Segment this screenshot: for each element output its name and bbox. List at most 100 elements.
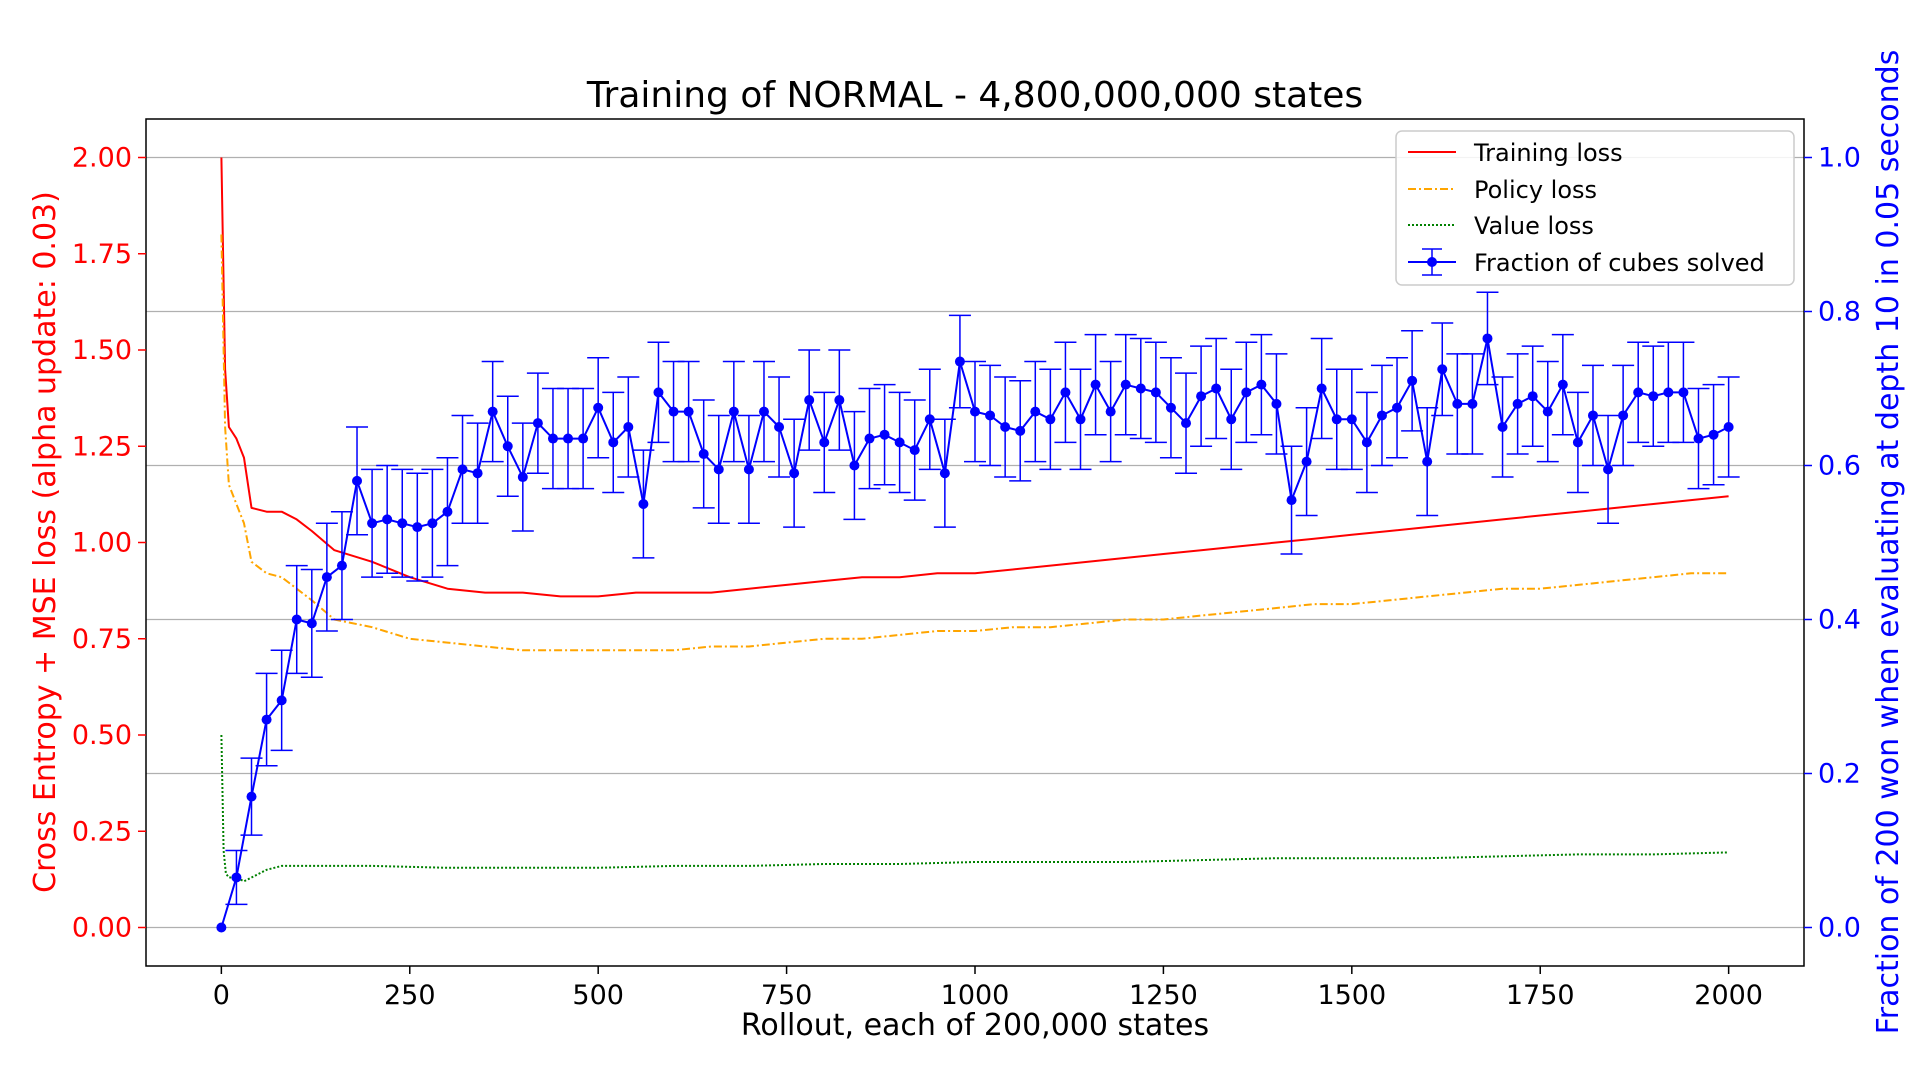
fraction-solved-point [849, 460, 860, 471]
fraction-solved-point [1150, 387, 1161, 398]
y-left-tick-label: 0.25 [72, 816, 132, 847]
y-left-tick-label: 0.50 [72, 720, 132, 751]
y-left-tick-label: 0.75 [72, 624, 132, 655]
legend-label-training: Training loss [1473, 139, 1623, 167]
y-right-tick-label: 0.6 [1818, 451, 1861, 482]
fraction-solved-point [1060, 387, 1071, 398]
fraction-solved-point [306, 618, 317, 629]
fraction-solved-point [1241, 387, 1252, 398]
y-right-tick-label: 0.0 [1818, 913, 1861, 944]
fraction-solved-point [1633, 387, 1644, 398]
fraction-solved-point [427, 518, 438, 529]
x-tick-label: 2000 [1694, 980, 1763, 1011]
fraction-solved-point [698, 448, 709, 459]
y-left-axis-label: Cross Entropy + MSE loss (alpha update: … [28, 191, 63, 893]
fraction-solved-point [1557, 379, 1568, 390]
fraction-solved-point [382, 514, 393, 525]
fraction-solved-point [1316, 383, 1327, 394]
fraction-solved-point [1196, 391, 1207, 402]
plot-series [216, 157, 1740, 933]
fraction-solved-point [1346, 414, 1357, 425]
fraction-solved-point [985, 410, 996, 421]
fraction-solved-point [1075, 414, 1086, 425]
fraction-solved-point [1030, 406, 1041, 417]
fraction-solved-point [1392, 402, 1403, 413]
fraction-solved-point [1542, 406, 1553, 417]
fraction-solved-point [1376, 410, 1387, 421]
fraction-solved-point [367, 518, 378, 529]
fraction-solved-point [291, 614, 302, 625]
fraction-solved-point [954, 356, 965, 367]
fraction-solved-point [728, 406, 739, 417]
fraction-solved-point [397, 518, 408, 529]
y-right-tick-label: 0.4 [1818, 605, 1861, 636]
fraction-solved-point [1572, 437, 1583, 448]
fraction-solved-point [1271, 398, 1282, 409]
fraction-solved-point [909, 445, 920, 456]
policy-loss-line [220, 234, 1729, 652]
fraction-solved-point [502, 441, 513, 452]
fraction-solved-point [532, 418, 543, 429]
y-right-axis-ticks: 0.0 0.2 0.4 0.6 0.8 1.0 [1804, 143, 1861, 944]
fraction-solved-point [1165, 402, 1176, 413]
fraction-solved-point [1331, 414, 1342, 425]
fraction-solved-point [563, 433, 574, 444]
y-left-axis-ticks: 0.00 0.25 0.50 0.75 1.00 1.25 1.50 1.75 2.00 [72, 143, 146, 944]
fraction-solved-point [1603, 464, 1614, 475]
fraction-solved-point [623, 422, 634, 432]
fraction-solved-point [321, 572, 332, 583]
fraction-solved-point [668, 406, 679, 417]
x-axis-label: Rollout, each of 200,000 states [741, 1008, 1209, 1043]
fraction-solved-point [819, 437, 830, 448]
fraction-solved-point [1482, 333, 1493, 344]
fraction-solved-point [864, 433, 875, 444]
fraction-solved-point [743, 464, 754, 475]
fraction-solved-point [894, 437, 905, 448]
fraction-solved-point [352, 475, 363, 486]
fraction-solved-point [1497, 422, 1508, 432]
fraction-solved-point [1708, 429, 1719, 440]
fraction-solved-point [1663, 387, 1674, 398]
fraction-solved-point [758, 406, 769, 417]
fraction-solved-point [713, 464, 724, 475]
fraction-solved-point [789, 468, 800, 479]
legend-swatch-fraction-marker [1427, 257, 1437, 267]
y-left-tick-label: 0.00 [72, 913, 132, 944]
y-left-tick-label: 1.25 [72, 431, 132, 462]
fraction-solved-point [1678, 387, 1689, 398]
fraction-solved-point [1512, 398, 1523, 409]
fraction-solved-point [231, 872, 242, 883]
legend-label-policy: Policy loss [1474, 176, 1597, 204]
fraction-solved-point [1181, 418, 1192, 429]
legend-label-fraction: Fraction of cubes solved [1474, 249, 1765, 277]
fraction-solved-point [593, 402, 604, 413]
fraction-solved-point [970, 406, 980, 417]
y-right-tick-label: 1.0 [1818, 143, 1861, 174]
fraction-solved-point [1648, 391, 1659, 402]
x-tick-label: 750 [761, 980, 813, 1011]
x-tick-label: 250 [384, 980, 436, 1011]
fraction-solved-point [1226, 414, 1237, 425]
fraction-solved-point [653, 387, 664, 398]
legend-label-value: Value loss [1474, 212, 1594, 240]
fraction-solved-point [1422, 456, 1433, 467]
fraction-solved-point [1015, 425, 1026, 436]
fraction-solved-point [246, 791, 257, 802]
fraction-solved-point [1105, 406, 1116, 417]
fraction-solved-point [472, 468, 483, 479]
x-tick-label: 0 [213, 980, 230, 1011]
y-left-tick-label: 1.00 [72, 528, 132, 559]
fraction-solved-point [1467, 398, 1478, 409]
y-right-axis-label: Fraction of 200 won when evaluating at d… [1871, 50, 1906, 1035]
y-left-tick-label: 2.00 [72, 143, 132, 174]
fraction-solved-point [1045, 414, 1056, 425]
x-tick-label: 1750 [1506, 980, 1575, 1011]
fraction-solved-point [1723, 422, 1734, 432]
fraction-solved-point [1452, 398, 1463, 409]
fraction-solved-point [276, 695, 287, 706]
fraction-solved-point [336, 560, 347, 571]
legend-box [1395, 130, 1795, 286]
fraction-solved-point [683, 406, 694, 417]
fraction-solved-point [1135, 383, 1146, 394]
x-tick-label: 500 [572, 980, 624, 1011]
